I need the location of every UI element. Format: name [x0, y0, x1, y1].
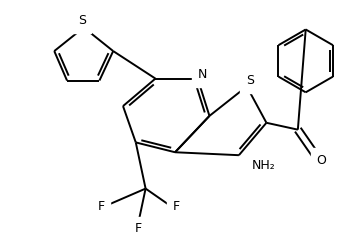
Text: S: S [78, 14, 86, 27]
Text: NH₂: NH₂ [252, 159, 275, 172]
Text: F: F [135, 222, 142, 235]
Text: N: N [198, 68, 207, 81]
Text: F: F [98, 200, 105, 213]
Text: S: S [246, 74, 254, 87]
Text: O: O [316, 154, 326, 167]
Text: F: F [173, 200, 180, 213]
